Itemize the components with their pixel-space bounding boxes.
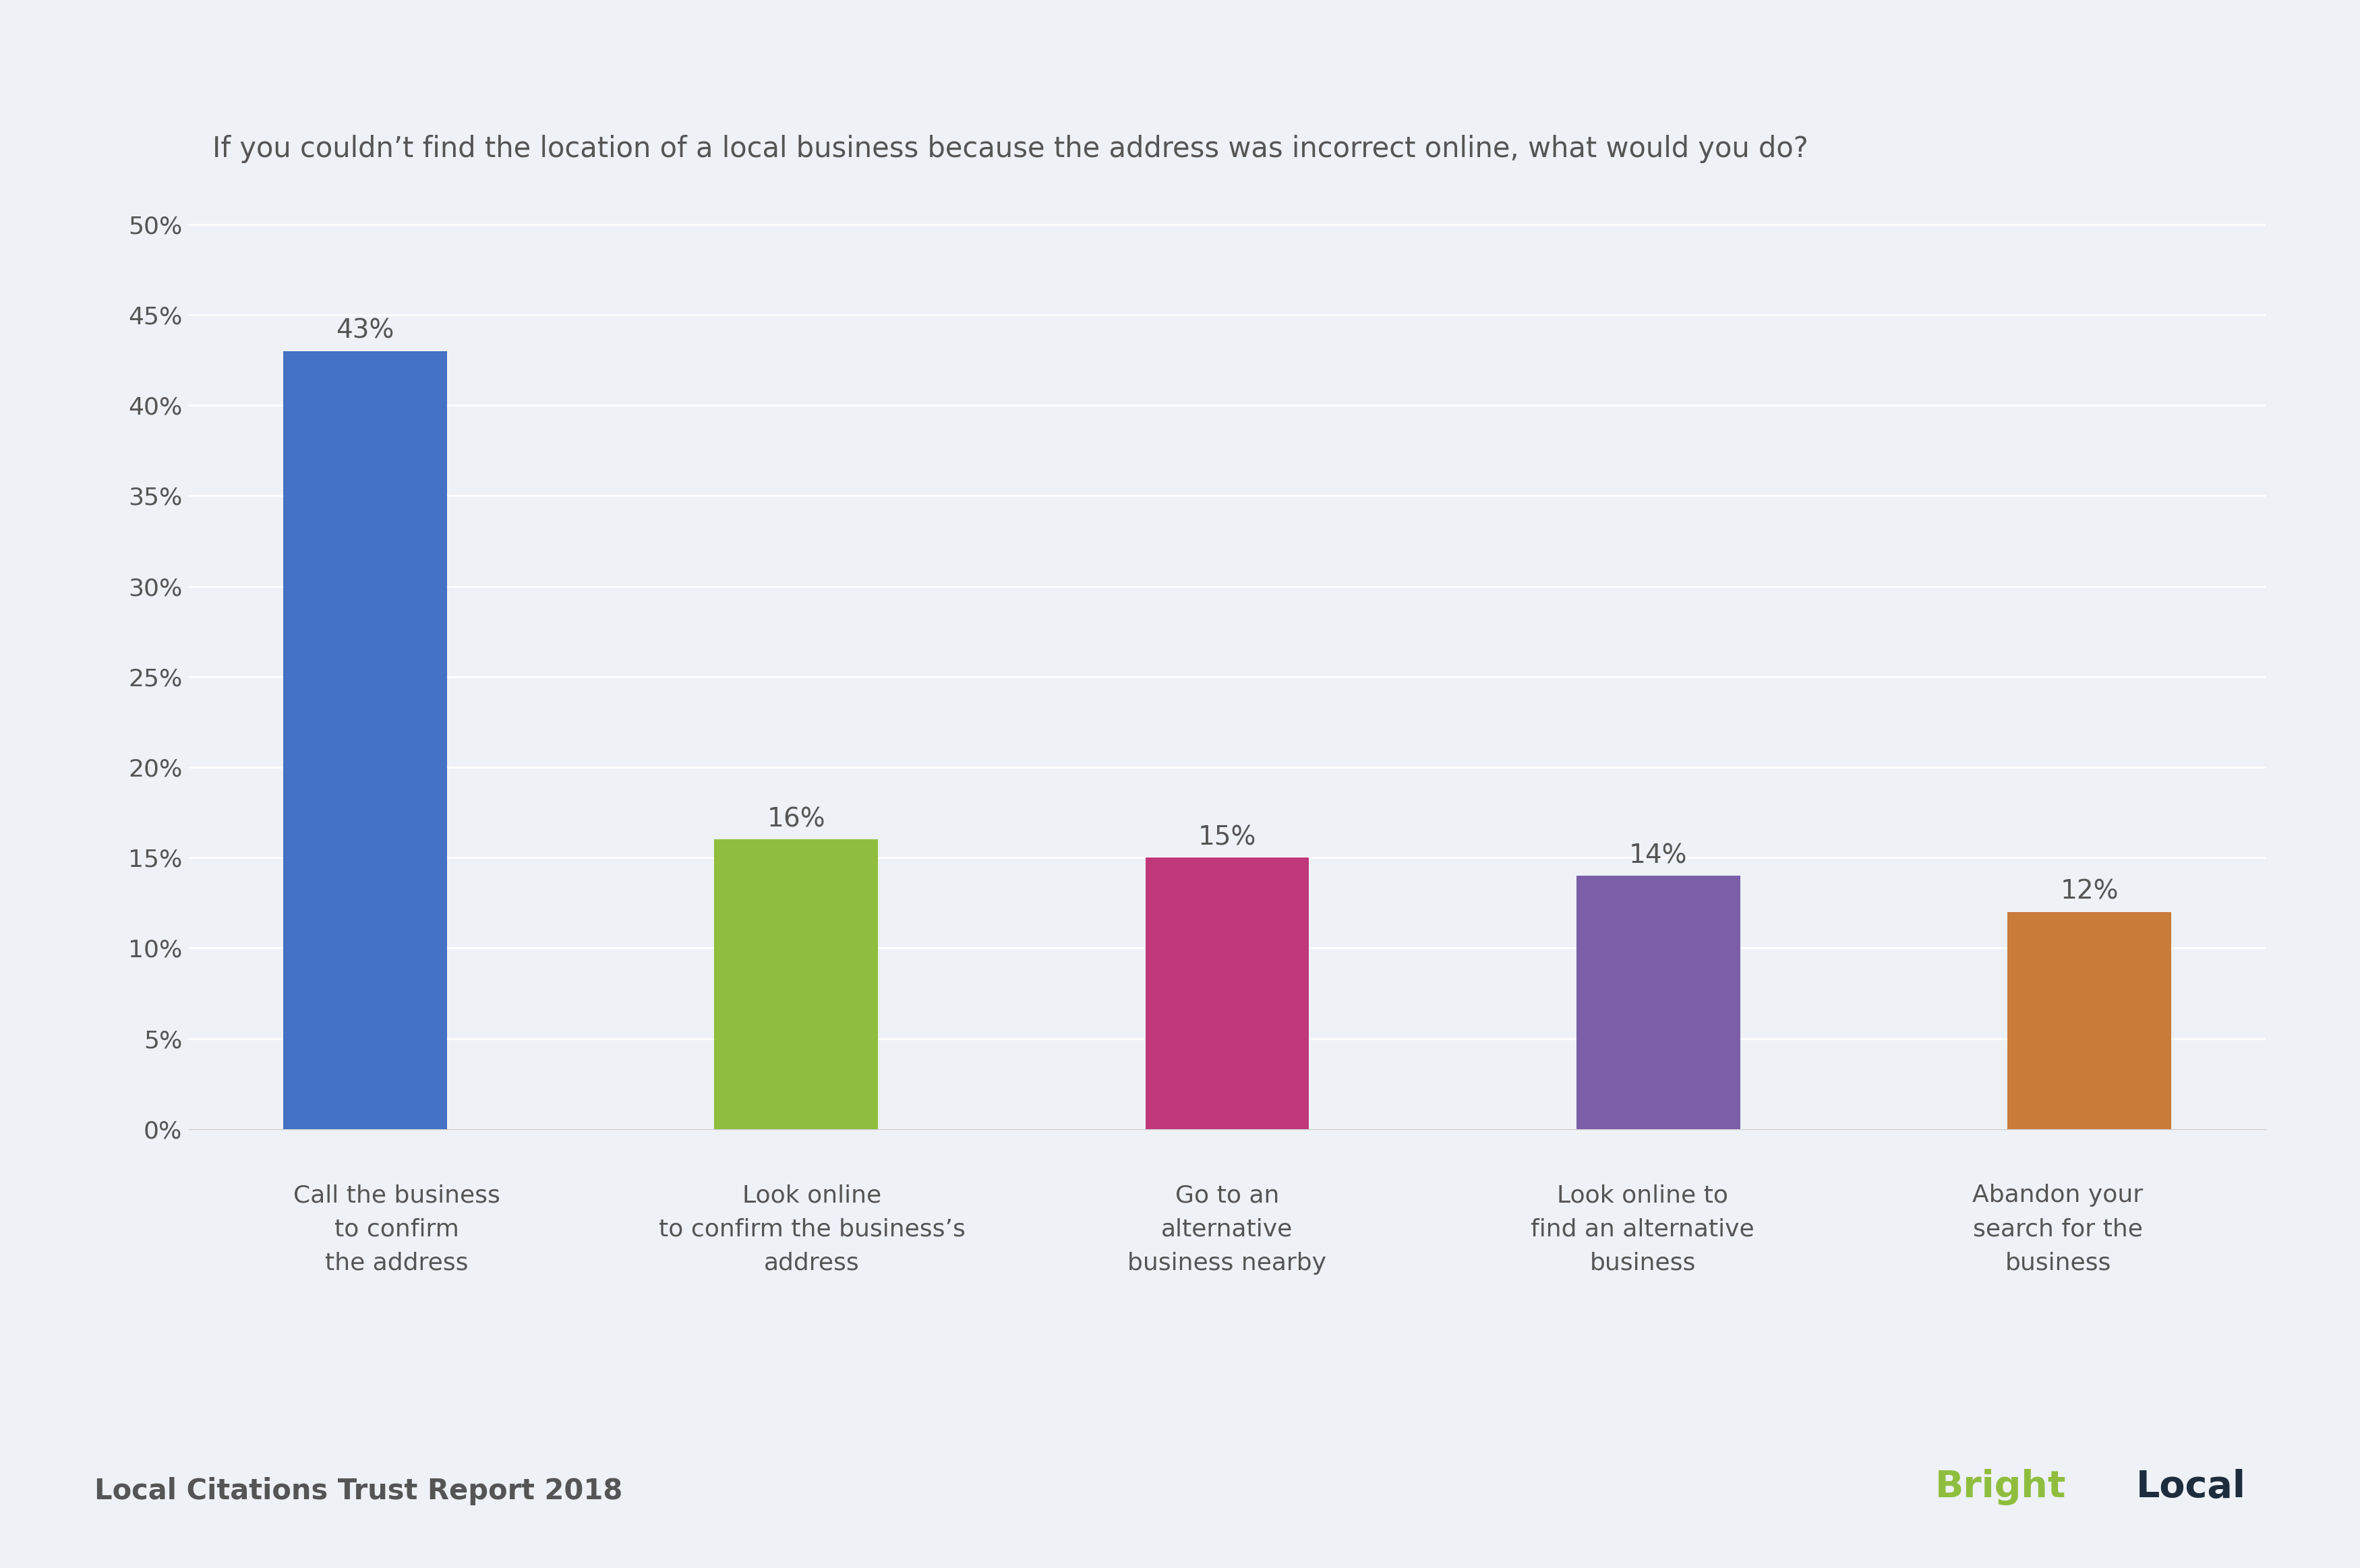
Bar [1145,858,1310,1129]
Text: Local: Local [2136,1469,2247,1505]
Text: Go to an
alternative
business nearby: Go to an alternative business nearby [1128,1184,1326,1275]
Text: Look online
to confirm the business’s
address: Look online to confirm the business’s ad… [658,1184,965,1275]
Text: If you couldn’t find the location of a local business because the address was in: If you couldn’t find the location of a l… [212,135,1808,163]
Bar [283,351,446,1129]
Bar [2008,913,2171,1129]
Text: Bright: Bright [1935,1469,2067,1505]
Text: 43%: 43% [335,318,394,343]
Bar [1576,875,1739,1129]
Bar [715,839,878,1129]
Text: 14%: 14% [1628,844,1687,869]
Text: Abandon your
search for the
business: Abandon your search for the business [1973,1184,2143,1275]
Text: 16%: 16% [767,806,826,833]
Text: Local Citations Trust Report 2018: Local Citations Trust Report 2018 [94,1477,623,1505]
Text: 12%: 12% [2060,880,2119,905]
Text: 15%: 15% [1199,825,1256,850]
Text: Call the business
to confirm
the address: Call the business to confirm the address [293,1184,500,1275]
Text: Look online to
find an alternative
business: Look online to find an alternative busin… [1532,1184,1753,1275]
